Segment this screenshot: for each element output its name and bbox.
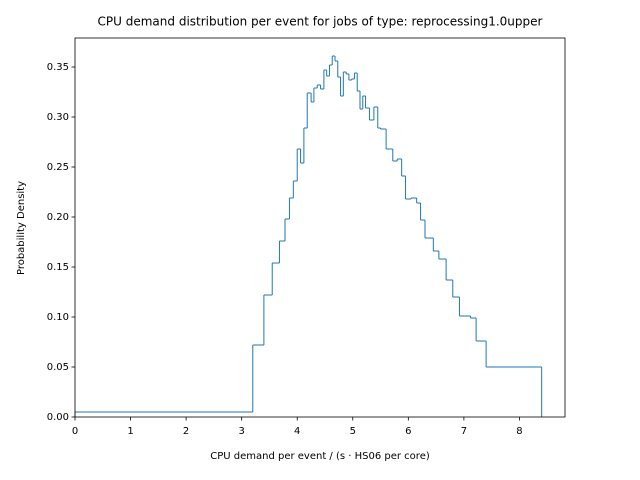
x-tick-label: 4 (294, 426, 300, 437)
x-tick-label: 1 (127, 426, 133, 437)
x-axis-label: CPU demand per event / (s · HS06 per cor… (210, 451, 430, 462)
y-tick-label: 0.05 (47, 362, 69, 373)
y-tick-label: 0.00 (47, 412, 69, 423)
y-tick-label: 0.35 (47, 62, 69, 73)
y-tick-label: 0.20 (47, 212, 69, 223)
x-tick-label: 0 (72, 426, 78, 437)
plot-frame (74, 37, 566, 418)
y-tick-label: 0.10 (47, 312, 69, 323)
y-tick-label: 0.30 (47, 112, 69, 123)
x-tick-label: 2 (183, 426, 189, 437)
y-tick-label: 0.25 (47, 162, 69, 173)
x-tick-label: 6 (405, 426, 411, 437)
x-tick-label: 3 (238, 426, 244, 437)
chart-title: CPU demand distribution per event for jo… (98, 15, 543, 29)
y-tick-label: 0.15 (47, 262, 69, 273)
x-tick-label: 7 (461, 426, 467, 437)
y-axis-label: Probability Density (16, 181, 27, 275)
x-tick-label: 8 (516, 426, 522, 437)
x-tick-label: 5 (350, 426, 356, 437)
